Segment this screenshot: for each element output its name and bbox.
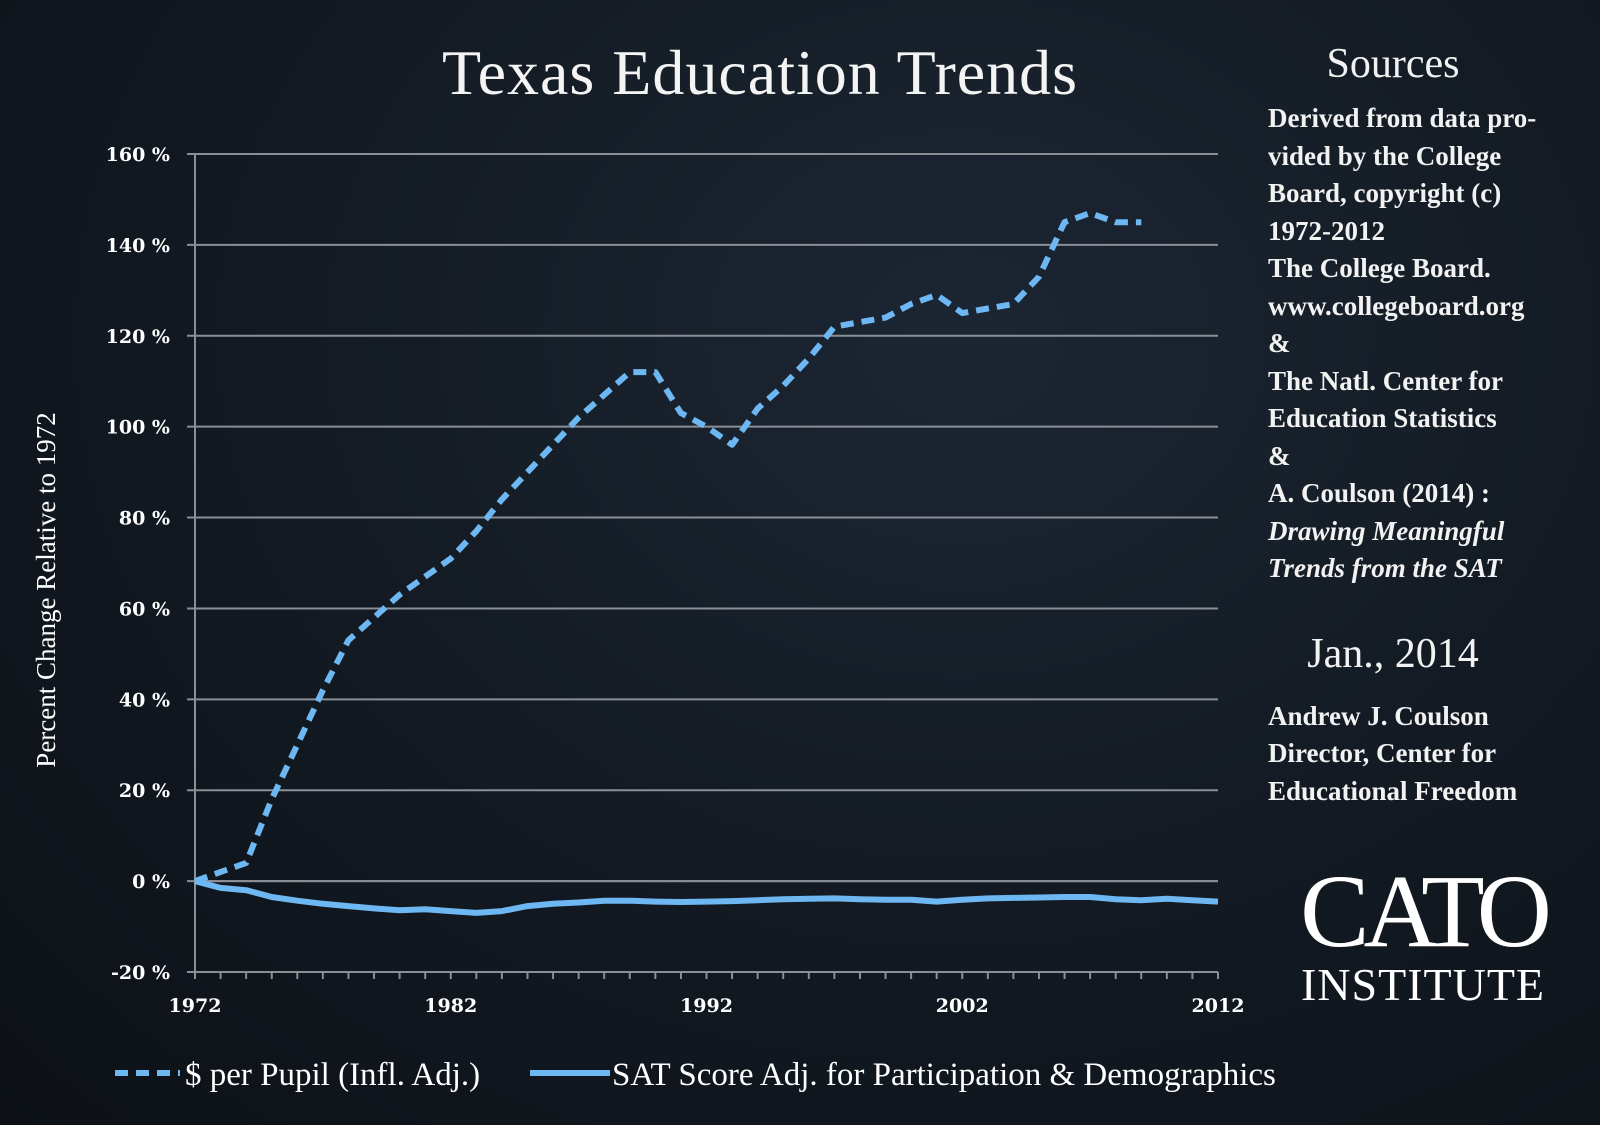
x-tick-label: 2012 <box>1192 995 1245 1017</box>
sources-line: Board, copyright (c) <box>1268 178 1502 208</box>
sources-heading: Sources <box>1326 41 1460 87</box>
sources-line: www.collegeboard.org <box>1268 290 1525 321</box>
author-line: Educational Freedom <box>1268 775 1518 806</box>
x-tick-label: 1982 <box>424 995 477 1017</box>
series-line-per-pupil <box>193 210 1142 884</box>
sources-line: The Natl. Center for <box>1268 365 1503 396</box>
sources-line: 1972-2012 <box>1268 215 1385 246</box>
x-tick-label: 1992 <box>680 995 733 1017</box>
sources-line: The College Board. <box>1268 253 1491 283</box>
sources-text: Derived from data pro- vided by the Coll… <box>1268 100 1588 588</box>
sources-line: vided by the College <box>1268 140 1502 171</box>
logo-subtitle: INSTITUTE <box>1300 959 1546 1010</box>
sources-line: A. Coulson (2014) : <box>1268 478 1491 508</box>
sources-panel: Sources Derived from data pro- vided by … <box>1268 40 1588 810</box>
chart-title: Texas Education Trends <box>441 37 1079 108</box>
sources-line: Education Statistics <box>1268 403 1497 433</box>
sources-title-line: Trends from the SAT <box>1268 553 1502 583</box>
sources-line: & <box>1268 440 1291 471</box>
author-block: Andrew J. Coulson Director, Center for E… <box>1268 698 1588 811</box>
y-tick-label: 40 % <box>119 689 170 711</box>
y-tick-label: 120 % <box>106 326 170 348</box>
y-tick-label: 0 % <box>132 871 170 893</box>
author-line: Andrew J. Coulson <box>1268 700 1489 731</box>
x-tick-label: 2002 <box>936 995 989 1017</box>
sources-title-line: Drawing Meaningful <box>1268 515 1505 546</box>
y-tick-label: 100 % <box>106 417 170 439</box>
y-tick-label: 160 % <box>106 144 170 166</box>
cato-institute-logo: CATO INSTITUTE <box>1288 854 1558 1022</box>
y-tick-label: -20 % <box>111 962 170 984</box>
legend-label-per-pupil: $ per Pupil (Infl. Adj.) <box>185 1057 480 1093</box>
author-line: Director, Center for <box>1268 738 1497 768</box>
legend: $ per Pupil (Infl. Adj.) SAT Score Adj. … <box>115 1057 1276 1093</box>
logo-wordmark: CATO <box>1300 854 1552 969</box>
x-tick-label: 1972 <box>169 995 222 1017</box>
y-tick-label: 80 % <box>119 508 170 530</box>
y-axis-label: Percent Change Relative to 1972 <box>31 412 61 767</box>
y-tick-label: 20 % <box>119 780 170 802</box>
legend-label-sat: SAT Score Adj. for Participation & Demog… <box>612 1057 1276 1093</box>
sources-line: Derived from data pro- <box>1268 103 1537 133</box>
sources-line: & <box>1268 328 1291 358</box>
y-tick-label: 140 % <box>106 235 170 257</box>
y-tick-label: 60 % <box>119 598 170 620</box>
series-line-sat <box>194 878 1219 916</box>
publication-date: Jan., 2014 <box>1307 630 1479 677</box>
